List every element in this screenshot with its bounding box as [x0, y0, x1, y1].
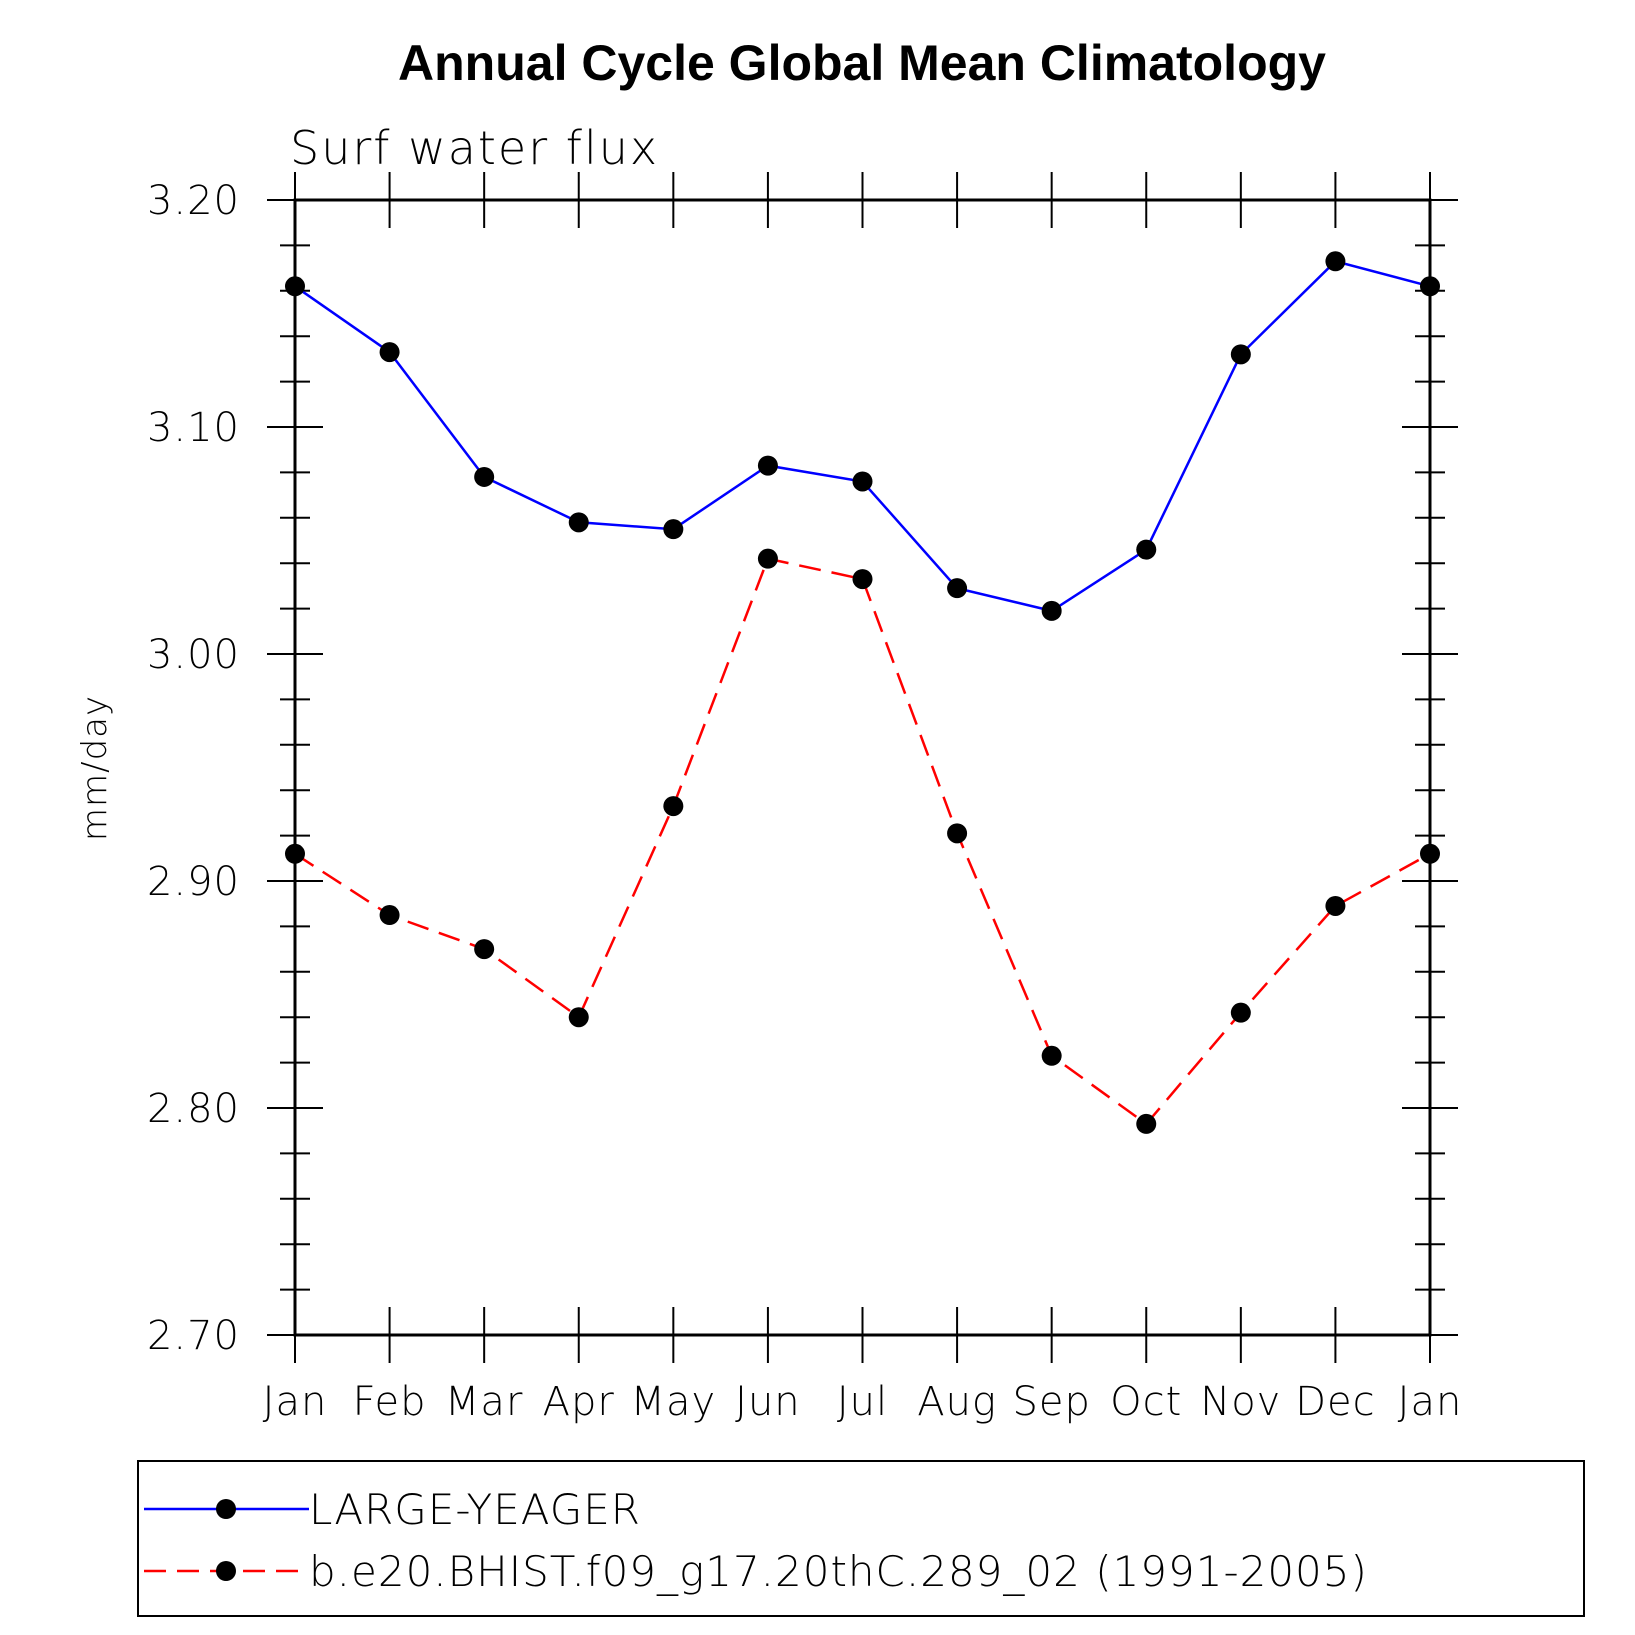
legend-label-series-2: b.e20.BHIST.f09_g17.20thC.289_02 (1991-2…: [309, 1547, 1368, 1596]
series-1-point: [1325, 251, 1346, 272]
x-tick-label: Oct: [1110, 1379, 1182, 1425]
x-tick-label: Nov: [1200, 1379, 1281, 1425]
y-tick-label: 3.00: [147, 632, 240, 678]
series-2-point: [947, 823, 968, 844]
y-tick-label: 2.70: [147, 1313, 240, 1359]
legend-label-series-1: LARGE-YEAGER: [309, 1485, 641, 1534]
x-tick-label: Jan: [1398, 1379, 1463, 1425]
x-tick-label: Apr: [543, 1379, 615, 1425]
series-2-point: [1136, 1113, 1157, 1134]
series-2-point: [663, 796, 684, 817]
x-tick-label: Aug: [917, 1379, 997, 1425]
x-tick-label: Jul: [837, 1379, 888, 1425]
series-line-2: [294, 557, 1431, 1126]
series-2-point: [568, 1007, 589, 1028]
series-2-point: [1230, 1002, 1251, 1023]
y-axis-label: mm/day: [75, 695, 115, 841]
legend-marker-series-2: [216, 1561, 236, 1581]
series-1-point: [947, 578, 968, 599]
series-2-point: [1041, 1045, 1062, 1066]
y-tick-label: 2.90: [147, 859, 240, 905]
x-tick-label: May: [630, 1379, 716, 1425]
series-1-point: [852, 471, 873, 492]
series-1-point: [285, 276, 305, 297]
series-2-point: [474, 939, 495, 960]
series-1-point: [1136, 539, 1157, 560]
plot-frame: [293, 198, 1432, 1337]
series-1-point: [1041, 600, 1062, 621]
series-1-point: [568, 512, 589, 533]
chart-subtitle: Surf water flux: [290, 121, 659, 175]
series-2-point: [852, 569, 873, 590]
y-tick-label: 3.10: [147, 405, 240, 451]
x-tick-label: Sep: [1012, 1379, 1090, 1425]
axes: 2.70 2.80 2.90 3.00 3.10 3.20 Jan Feb Mar Apr May J…: [147, 172, 1463, 1425]
x-tick-label: Feb: [353, 1379, 427, 1425]
x-tick-label: Jan: [263, 1379, 328, 1425]
x-tick-label: Jun: [735, 1379, 801, 1425]
series-1-point: [474, 466, 495, 487]
y-tick-label: 2.80: [147, 1086, 240, 1132]
x-tick-label: Mar: [445, 1379, 523, 1425]
series-1-point: [663, 519, 684, 540]
series-group: [285, 251, 1440, 1134]
series-2-point: [757, 548, 778, 569]
series-2-point: [1325, 895, 1346, 916]
legend: LARGE-YEAGER b.e20.BHIST.f09_g17.20thC.2…: [137, 1460, 1585, 1617]
x-tick-label: Dec: [1295, 1379, 1375, 1425]
legend-marker-series-1: [216, 1499, 236, 1519]
y-tick-label: 3.20: [147, 178, 240, 224]
series-line-1: [294, 259, 1431, 613]
series-2-point: [285, 843, 305, 864]
series-1-point: [1230, 344, 1251, 365]
series-1-point: [379, 342, 400, 363]
series-2-point: [1420, 843, 1440, 864]
legend-box: [137, 1460, 1585, 1617]
chart-title: Annual Cycle Global Mean Climatology: [398, 35, 1326, 91]
series-1-point: [757, 455, 778, 476]
series-1-point: [1420, 276, 1440, 297]
series-2-point: [379, 905, 400, 926]
